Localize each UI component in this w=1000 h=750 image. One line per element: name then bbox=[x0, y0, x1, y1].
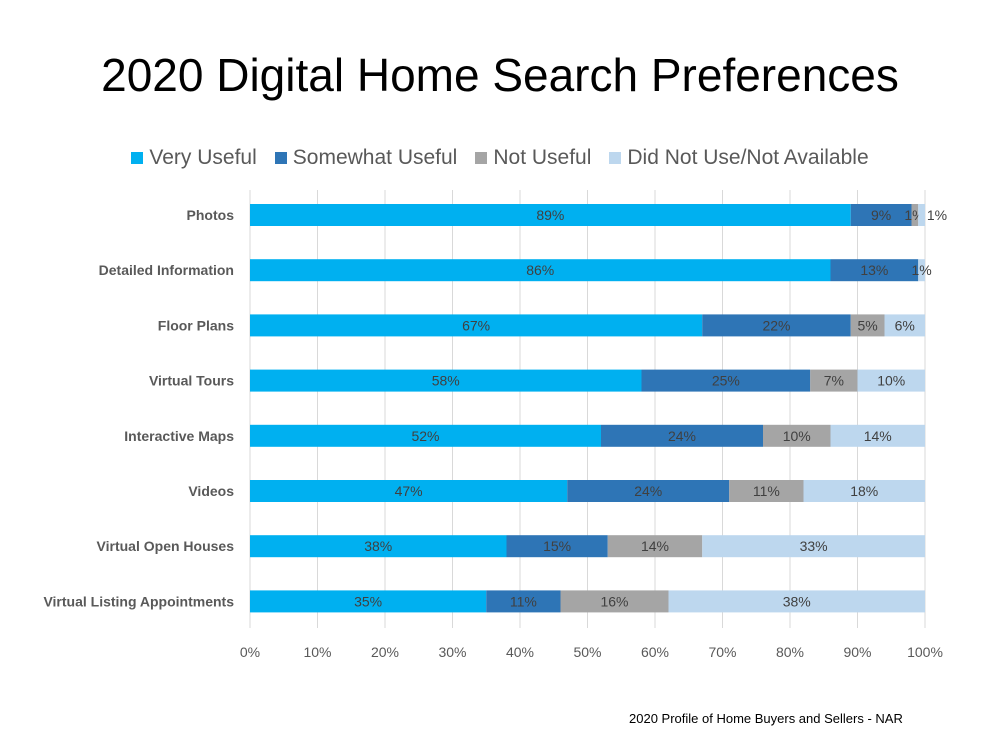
x-tick-label: 60% bbox=[641, 644, 669, 660]
data-label: 1% bbox=[927, 207, 947, 223]
legend-label: Somewhat Useful bbox=[292, 146, 458, 169]
x-tick-label: 20% bbox=[371, 644, 399, 660]
bar-segment bbox=[250, 590, 487, 613]
bar-segment bbox=[702, 535, 925, 558]
data-label: 9% bbox=[871, 207, 891, 223]
data-label: 67% bbox=[462, 317, 490, 333]
legend-label: Did Not Use/Not Available bbox=[627, 146, 869, 169]
data-label: 38% bbox=[783, 593, 811, 609]
data-label: 22% bbox=[762, 317, 790, 333]
source-note: 2020 Profile of Home Buyers and Sellers … bbox=[629, 711, 903, 726]
bar-segment bbox=[850, 314, 885, 337]
data-label: 24% bbox=[634, 483, 662, 499]
category-label: Photos bbox=[187, 207, 235, 223]
data-label: 15% bbox=[543, 538, 571, 554]
data-label: 5% bbox=[858, 317, 878, 333]
bar-segment bbox=[911, 204, 919, 226]
category-label: Virtual Open Houses bbox=[97, 538, 235, 554]
legend-item: Did Not Use/Not Available bbox=[609, 146, 869, 170]
bar-segment bbox=[857, 369, 925, 392]
data-label: 24% bbox=[668, 428, 696, 444]
legend-item: Very Useful bbox=[131, 146, 257, 170]
legend-swatch bbox=[475, 152, 488, 164]
category-label: Floor Plans bbox=[158, 317, 234, 333]
x-tick-label: 80% bbox=[776, 644, 804, 660]
bar-segment bbox=[250, 369, 642, 392]
legend-item: Not Useful bbox=[475, 146, 591, 170]
bar-segment bbox=[250, 259, 831, 282]
legend-item: Somewhat Useful bbox=[274, 146, 458, 170]
bar-segment bbox=[810, 369, 858, 392]
category-label: Virtual Listing Appointments bbox=[43, 593, 234, 609]
bar-segment bbox=[641, 369, 811, 392]
data-label: 14% bbox=[864, 428, 892, 444]
category-label: Virtual Tours bbox=[149, 373, 234, 389]
bar-segment bbox=[763, 424, 831, 447]
legend-swatch bbox=[609, 152, 622, 164]
bar-segment bbox=[560, 590, 669, 613]
legend-label: Not Useful bbox=[493, 146, 592, 169]
legend-swatch bbox=[131, 152, 144, 164]
bar-segment bbox=[506, 535, 608, 558]
bar-segment bbox=[607, 535, 703, 558]
data-label: 38% bbox=[364, 538, 392, 554]
data-label: 47% bbox=[395, 483, 423, 499]
bar-segment bbox=[668, 590, 925, 613]
legend-swatch bbox=[274, 152, 287, 164]
bar-segment bbox=[250, 424, 601, 447]
bar-segment bbox=[250, 314, 703, 337]
data-label: 18% bbox=[850, 483, 878, 499]
bar-segment bbox=[803, 480, 925, 502]
x-tick-label: 70% bbox=[708, 644, 736, 660]
bar-segment bbox=[884, 314, 925, 337]
bar-segment bbox=[729, 480, 804, 502]
data-label: 13% bbox=[860, 262, 888, 278]
bar-segment bbox=[250, 204, 851, 226]
data-label: 14% bbox=[641, 538, 669, 554]
bar-segment bbox=[830, 259, 919, 282]
x-tick-label: 10% bbox=[303, 644, 331, 660]
data-label: 16% bbox=[600, 593, 628, 609]
data-label: 89% bbox=[536, 207, 564, 223]
x-tick-label: 40% bbox=[506, 644, 534, 660]
bar-segment bbox=[830, 424, 925, 447]
x-tick-label: 100% bbox=[907, 644, 943, 660]
legend: Very Useful Somewhat Useful Not Useful Did … bbox=[0, 146, 1000, 170]
x-tick-label: 50% bbox=[573, 644, 601, 660]
data-label: 7% bbox=[824, 373, 844, 389]
data-label: 25% bbox=[712, 373, 740, 389]
data-label: 11% bbox=[753, 483, 780, 499]
category-label: Detailed Information bbox=[99, 262, 234, 278]
bar-segment bbox=[918, 259, 925, 282]
bar-segment bbox=[601, 424, 763, 447]
data-label: 52% bbox=[411, 428, 439, 444]
data-label: 10% bbox=[783, 428, 811, 444]
data-label: 10% bbox=[877, 373, 905, 389]
x-tick-label: 30% bbox=[438, 644, 466, 660]
category-label: Interactive Maps bbox=[124, 428, 234, 444]
bar-segment bbox=[250, 480, 568, 502]
bar-segment bbox=[567, 480, 730, 502]
data-label: 6% bbox=[895, 317, 915, 333]
data-label: 1% bbox=[912, 262, 932, 278]
legend-label: Very Useful bbox=[149, 146, 257, 169]
bar-segment bbox=[918, 204, 925, 226]
category-label: Videos bbox=[188, 483, 234, 499]
data-label: 11% bbox=[510, 593, 537, 609]
data-label: 58% bbox=[432, 373, 460, 389]
bar-segment bbox=[702, 314, 851, 337]
data-label: 33% bbox=[800, 538, 828, 554]
bar-segment bbox=[250, 535, 507, 558]
x-tick-label: 90% bbox=[843, 644, 871, 660]
chart-title: 2020 Digital Home Search Preferences bbox=[101, 49, 899, 101]
data-label: 35% bbox=[354, 593, 382, 609]
bar-segment bbox=[850, 204, 912, 226]
x-tick-label: 0% bbox=[240, 644, 260, 660]
bar-segment bbox=[486, 590, 561, 613]
data-label: 86% bbox=[526, 262, 554, 278]
